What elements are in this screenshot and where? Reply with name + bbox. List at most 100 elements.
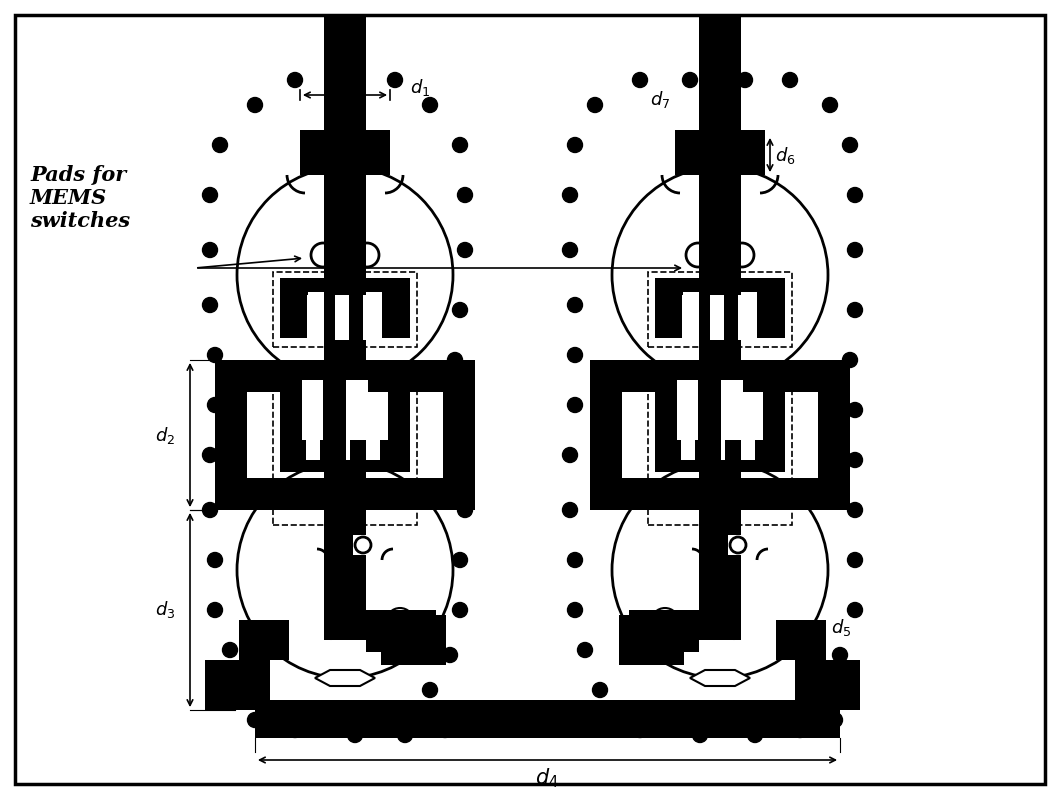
Circle shape [453, 303, 467, 317]
Bar [326, 278, 382, 292]
Bar [255, 700, 840, 738]
Polygon shape [690, 670, 750, 686]
Bar [655, 460, 785, 472]
Bar [324, 15, 366, 135]
Circle shape [208, 552, 223, 567]
Bar [324, 345, 366, 520]
Bar [655, 278, 683, 338]
Bar [710, 295, 724, 340]
Circle shape [438, 722, 453, 737]
Circle shape [388, 73, 403, 88]
Bar [655, 278, 785, 290]
Bar [695, 440, 711, 462]
Circle shape [793, 722, 808, 737]
Circle shape [828, 713, 843, 728]
Bar [346, 380, 368, 460]
Circle shape [848, 602, 863, 618]
Bar [280, 460, 410, 472]
Bar [738, 295, 752, 340]
Polygon shape [315, 670, 375, 686]
Bar [699, 15, 741, 135]
Circle shape [633, 73, 648, 88]
Bar [381, 615, 446, 665]
Circle shape [848, 243, 863, 257]
Circle shape [567, 552, 583, 567]
Bar [335, 272, 355, 297]
Circle shape [348, 728, 363, 742]
Bar [648, 272, 792, 347]
Bar [215, 478, 475, 510]
Circle shape [202, 188, 217, 202]
Bar [675, 130, 765, 175]
Circle shape [843, 352, 858, 368]
Bar [280, 278, 308, 338]
Bar [699, 345, 741, 520]
Bar [324, 175, 366, 235]
Bar [273, 272, 417, 347]
Bar [677, 380, 697, 460]
Circle shape [208, 348, 223, 363]
Circle shape [848, 303, 863, 317]
Bar [655, 278, 710, 292]
Circle shape [212, 137, 228, 153]
Bar [379, 440, 396, 462]
Circle shape [447, 403, 462, 418]
Circle shape [848, 452, 863, 467]
Bar [205, 660, 270, 710]
Circle shape [738, 73, 753, 88]
Circle shape [453, 602, 467, 618]
Bar [350, 440, 366, 462]
Circle shape [355, 537, 371, 553]
Bar [324, 235, 366, 345]
Bar [619, 615, 684, 665]
Bar [682, 295, 696, 340]
Bar [238, 620, 289, 660]
Circle shape [823, 97, 837, 113]
Circle shape [447, 352, 462, 368]
Bar [665, 440, 681, 462]
Circle shape [453, 552, 467, 567]
Circle shape [398, 728, 412, 742]
Bar [335, 295, 349, 340]
Bar [382, 278, 410, 338]
Circle shape [730, 537, 746, 553]
Text: $d_1$: $d_1$ [410, 78, 430, 98]
Circle shape [337, 73, 353, 88]
Bar [702, 278, 757, 292]
Bar [648, 365, 792, 525]
Circle shape [247, 682, 263, 698]
Bar [366, 610, 436, 652]
Circle shape [567, 348, 583, 363]
Bar [629, 610, 699, 652]
Bar [363, 295, 377, 340]
Bar [324, 510, 366, 640]
Bar [699, 510, 741, 640]
Circle shape [817, 682, 832, 698]
Bar [590, 360, 850, 392]
Bar [757, 278, 785, 338]
Bar [307, 295, 321, 340]
Bar [655, 380, 677, 460]
Circle shape [287, 73, 302, 88]
Text: $d_4$: $d_4$ [535, 766, 559, 789]
Bar [795, 660, 860, 710]
Bar [590, 360, 622, 510]
Bar [215, 360, 247, 510]
Circle shape [223, 642, 237, 658]
Circle shape [247, 713, 263, 728]
Circle shape [202, 243, 217, 257]
Bar [320, 440, 336, 462]
Circle shape [563, 503, 578, 518]
Bar [763, 380, 785, 460]
Bar [280, 278, 410, 290]
Circle shape [567, 297, 583, 312]
Circle shape [453, 452, 467, 467]
Bar [699, 175, 741, 235]
Bar [721, 380, 743, 460]
Circle shape [578, 642, 593, 658]
Bar [655, 368, 785, 380]
Bar [725, 440, 741, 462]
Circle shape [567, 137, 583, 153]
Circle shape [848, 503, 863, 518]
Circle shape [208, 602, 223, 618]
